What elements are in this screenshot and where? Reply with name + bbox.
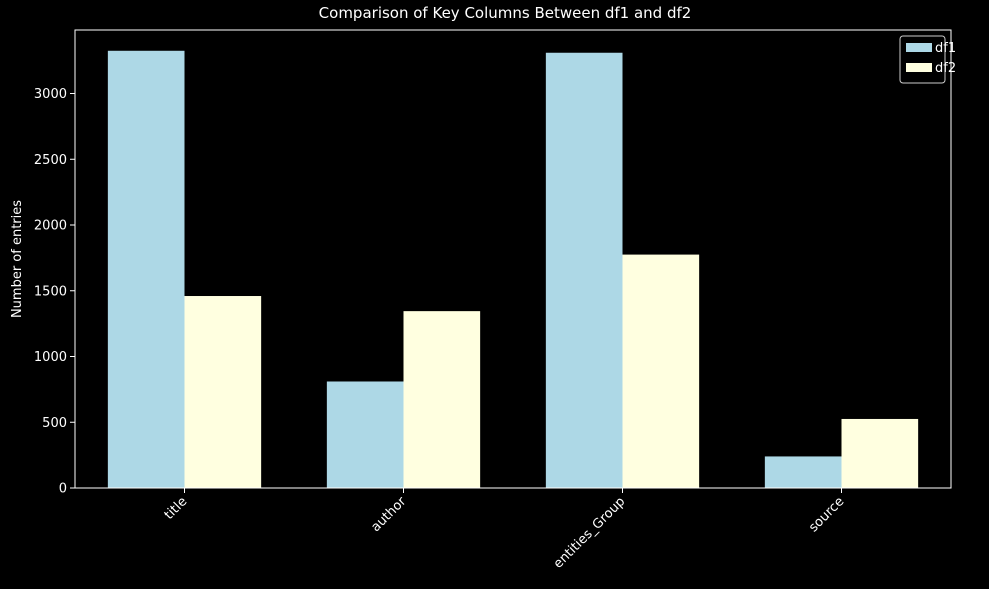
bar-df1-source: [764, 456, 842, 488]
y-tick-label: 3000: [34, 87, 67, 102]
axes-frame: [74, 29, 952, 489]
y-axis-label: Number of entries: [10, 200, 25, 318]
legend-label-df2: df2: [935, 61, 956, 76]
y-tick-label: 1000: [34, 350, 67, 365]
bar-df1-title: [107, 50, 185, 488]
bar-df2-title: [184, 296, 262, 488]
legend-swatch-df2: [906, 63, 932, 72]
y-tick-label: 2000: [34, 219, 67, 234]
bar-df2-author: [403, 311, 481, 488]
y-tick-label: 2500: [34, 153, 67, 168]
bars: [107, 50, 919, 488]
y-tick-label: 1500: [34, 284, 67, 299]
y-tick-label: 500: [42, 416, 67, 431]
legend-label-df1: df1: [935, 41, 956, 56]
legend-swatch-df1: [906, 43, 932, 52]
y-axis-ticks: 0 500 1000 1500 2000 2500 3000: [34, 87, 75, 497]
bar-df1-author: [326, 381, 404, 488]
chart-title: Comparison of Key Columns Between df1 an…: [319, 4, 692, 22]
bar-df1-entities_Group: [545, 52, 623, 488]
axes: [74, 29, 952, 489]
bar-df2-source: [841, 418, 919, 488]
bar-df2-entities_Group: [622, 254, 700, 488]
y-tick-label: 0: [59, 482, 67, 497]
